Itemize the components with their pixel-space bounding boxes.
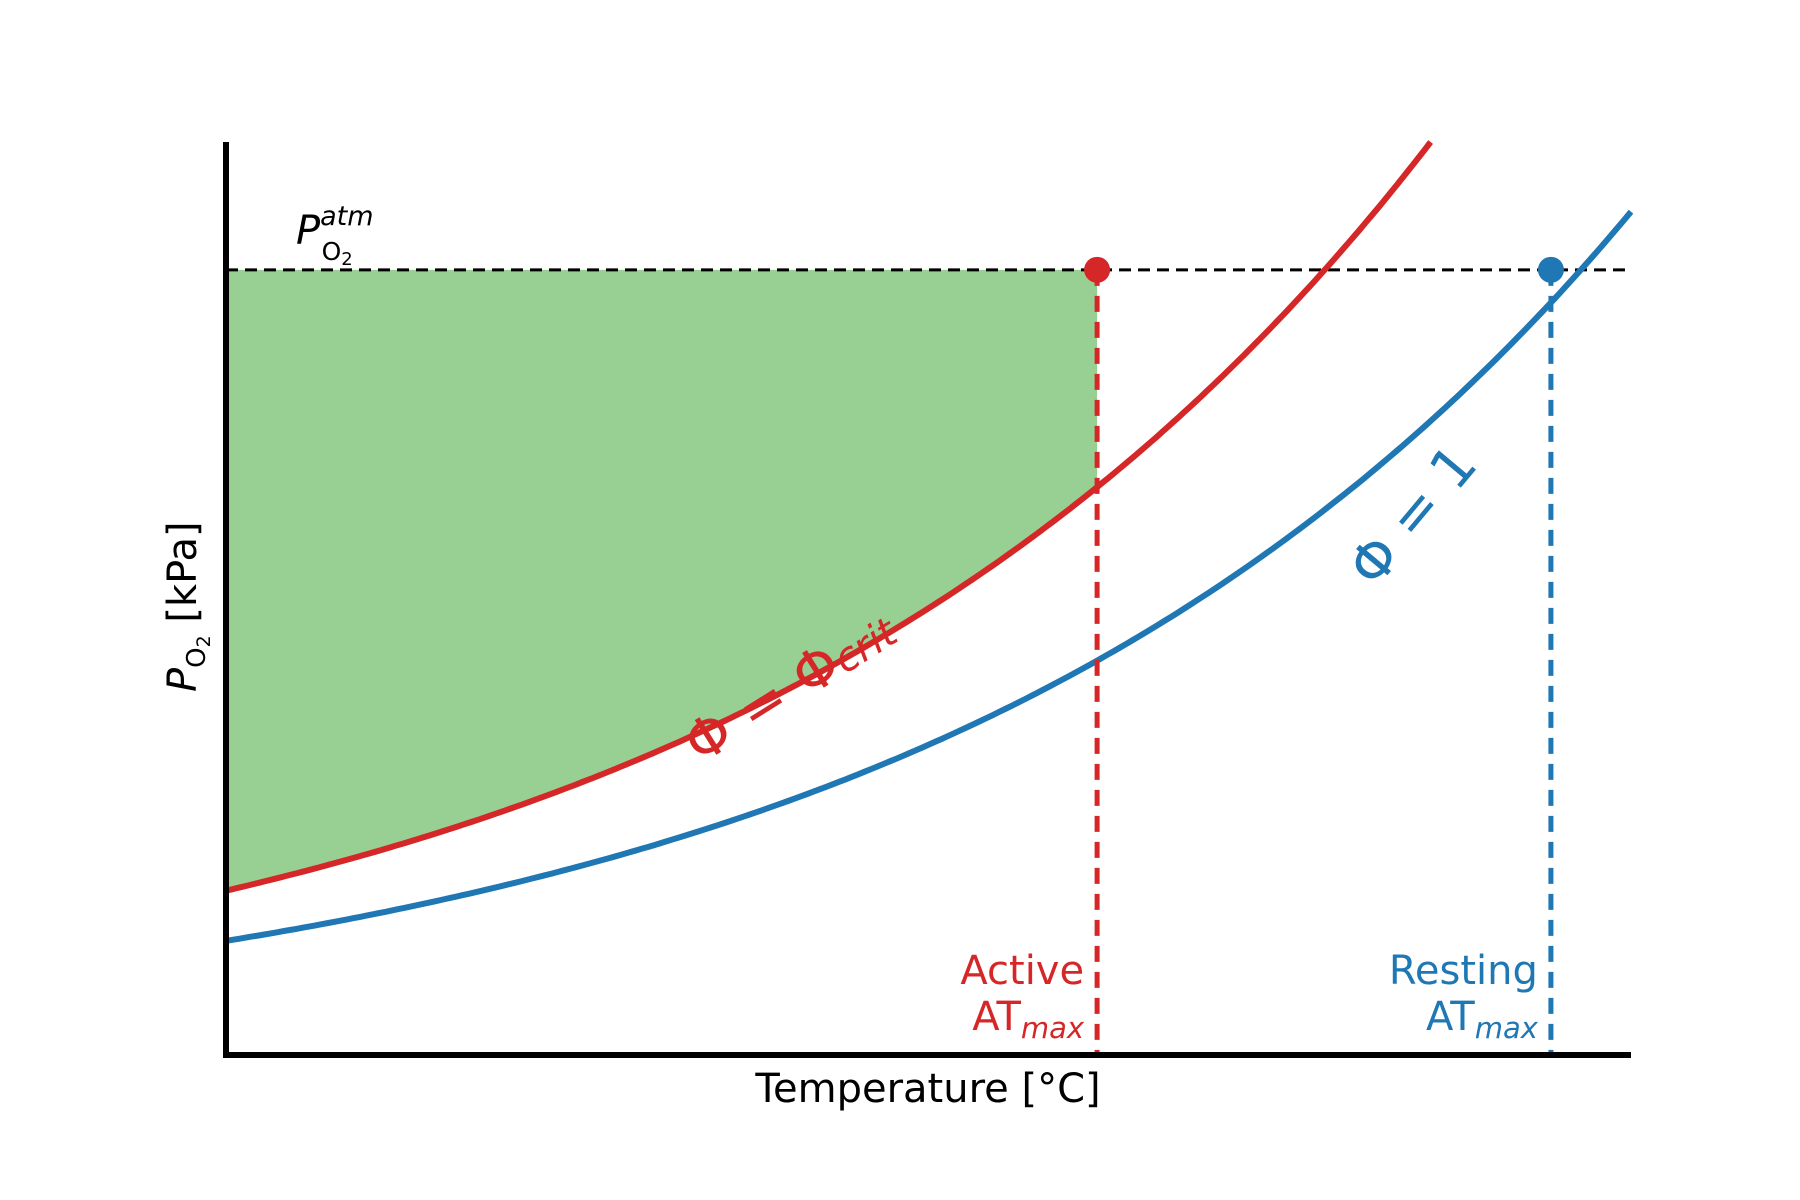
y-axis-label-subscript-num: 2 (193, 635, 215, 647)
y-axis-label-symbol: P (160, 667, 206, 692)
atm-label-superscript: atm (320, 201, 373, 232)
active-atmax-sub: max (1021, 1011, 1085, 1045)
resting-atmax-at: AT (1426, 994, 1475, 1040)
active-atmax-label-line2: ATmax (972, 994, 1085, 1045)
resting-curve-label-main: Φ = 1 (1336, 433, 1490, 599)
atm-label-subscript-num: 2 (341, 249, 352, 270)
resting-atmax-sub: max (1475, 1011, 1539, 1045)
resting-atmax-label-line2: ATmax (1426, 994, 1539, 1045)
y-axis-label: PO2 [kPa] (160, 521, 215, 692)
active-atmax-at: AT (972, 994, 1021, 1040)
feasible-region-fill (226, 269, 1098, 891)
atm-label-subscript: O (322, 237, 342, 266)
resting-atmax-label-line1: Resting (1389, 948, 1538, 994)
active-curve (225, 140, 1433, 894)
y-axis-label-subscript: O (182, 647, 212, 667)
resting-curve (225, 209, 1634, 944)
resting-curve-label: Φ = 1 (1336, 433, 1490, 599)
atmospheric-label: Patm O2 (296, 201, 374, 270)
x-axis-label: Temperature [°C] (754, 1066, 1100, 1112)
atm-label-symbol: P (296, 208, 321, 254)
resting-intersection-point (1537, 256, 1564, 283)
y-axis-label-unit: [kPa] (160, 521, 206, 635)
active-atmax-label-line1: Active (960, 948, 1084, 994)
active-intersection-point (1084, 256, 1111, 283)
